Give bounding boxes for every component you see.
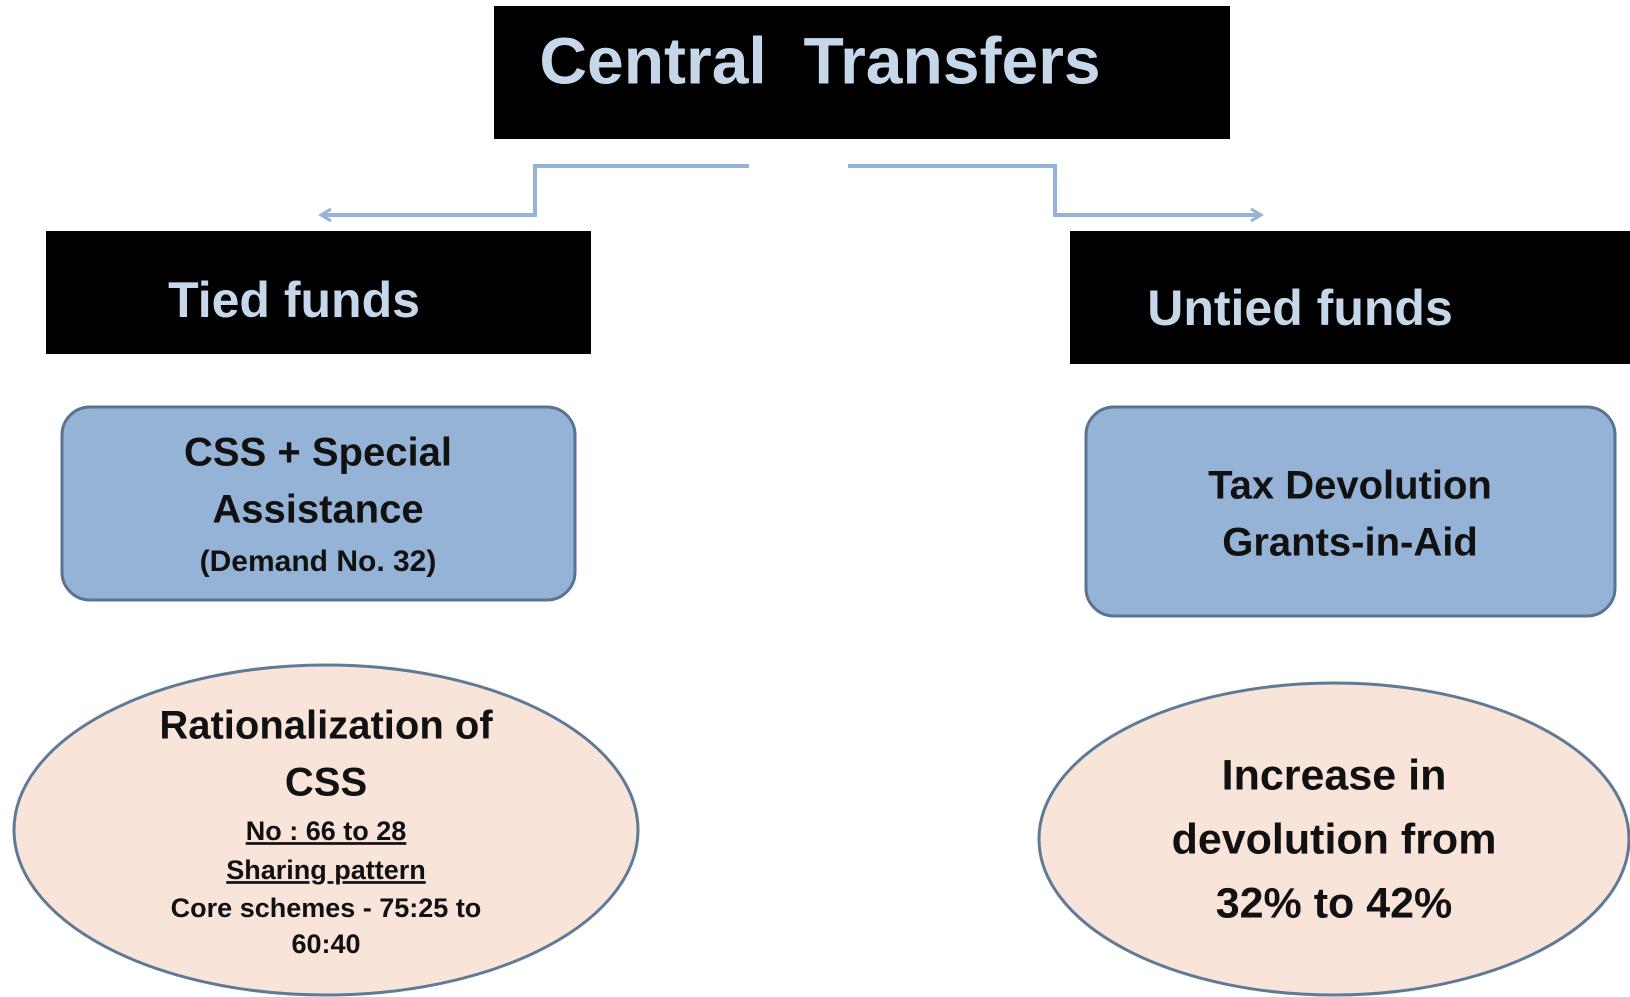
ellipse-text: Rationalization of [159, 704, 493, 748]
heading: Tied funds [168, 272, 420, 328]
title-box [494, 6, 1230, 139]
connector [848, 164, 1260, 215]
ellipse [1037, 681, 1630, 997]
box-text: (Demand No. 32) [200, 545, 437, 578]
ellipse-text: Increase in [1222, 751, 1447, 799]
title: Central Transfers [539, 23, 1100, 97]
box-text: CSS + Special [184, 431, 452, 475]
box-text: Grants-in-Aid [1222, 521, 1478, 565]
ellipse-text: Core schemes - 75:25 to [171, 893, 482, 923]
heading: Untied funds [1147, 280, 1453, 336]
ellipse-text: 60:40 [291, 929, 360, 959]
ellipse-text: Sharing pattern [226, 855, 426, 885]
box [1084, 405, 1617, 618]
box-text: Assistance [212, 488, 423, 532]
ellipse-text: 32% to 42% [1216, 879, 1453, 927]
ellipse [12, 663, 640, 997]
heading-box [1070, 231, 1630, 364]
ellipse-text: CSS [285, 761, 367, 805]
connector [322, 164, 749, 215]
ellipse-text: No : 66 to 28 [246, 816, 407, 846]
ellipse-text: devolution from [1172, 815, 1497, 863]
heading-box [46, 231, 591, 354]
box [60, 405, 577, 602]
box-text: Tax Devolution [1208, 464, 1492, 508]
